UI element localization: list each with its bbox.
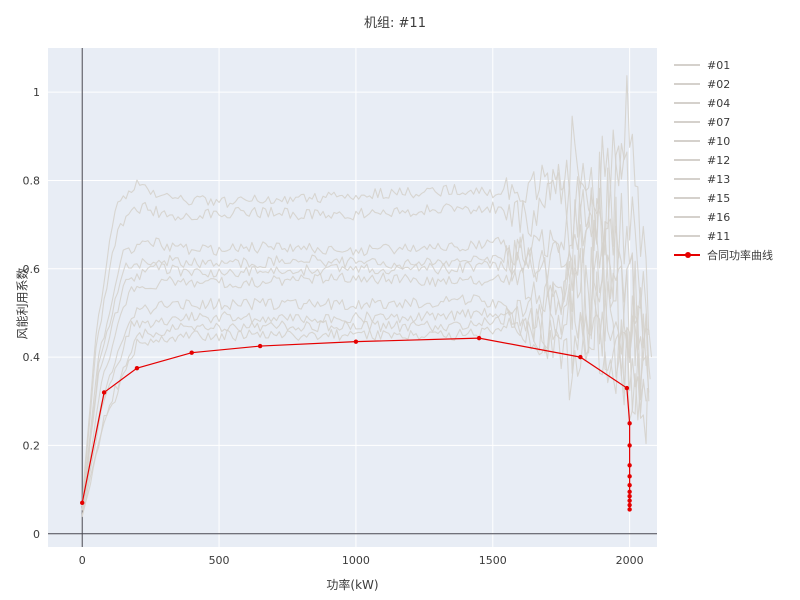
x-tick-label: 1000 bbox=[342, 554, 370, 567]
series-line-num16 bbox=[81, 271, 650, 516]
series-line-num02 bbox=[81, 75, 650, 507]
legend-swatch-line bbox=[674, 83, 700, 85]
contract-curve-marker bbox=[627, 474, 632, 479]
legend-item: #11 bbox=[674, 229, 773, 243]
legend-label: #15 bbox=[707, 191, 731, 205]
y-tick-label: 0.2 bbox=[23, 439, 41, 452]
legend-line-swatch bbox=[674, 191, 700, 205]
legend-swatch-line bbox=[674, 140, 700, 142]
y-tick-label: 0 bbox=[33, 528, 40, 541]
legend-label: #02 bbox=[707, 77, 731, 91]
legend: #01 #02 #04 #07 #10 #12 #13 #15 #16 #11 合同功率曲线 bbox=[674, 58, 773, 262]
series-line-num12 bbox=[81, 151, 648, 509]
legend-label: #10 bbox=[707, 134, 731, 148]
series-line-num04 bbox=[81, 167, 651, 505]
legend-label: #07 bbox=[707, 115, 731, 129]
legend-label: #01 bbox=[707, 58, 731, 72]
chart-title: 机组: #11 bbox=[364, 16, 426, 31]
legend-label: #11 bbox=[707, 229, 731, 243]
contract-curve-marker bbox=[134, 365, 140, 371]
x-tick-label: 0 bbox=[79, 554, 86, 567]
legend-item: #16 bbox=[674, 210, 773, 224]
y-tick-label: 1 bbox=[33, 86, 40, 99]
legend-line-swatch bbox=[674, 96, 700, 110]
legend-item: 合同功率曲线 bbox=[674, 248, 773, 262]
legend-line-dot-swatch bbox=[674, 248, 700, 262]
contract-curve-marker bbox=[476, 335, 482, 341]
contract-curve-marker bbox=[353, 339, 359, 344]
contract-curve-marker bbox=[627, 489, 632, 495]
contract-curve-marker bbox=[257, 343, 263, 349]
legend-item: #01 bbox=[674, 58, 773, 72]
x-tick-label: 2000 bbox=[616, 554, 644, 567]
legend-line-swatch bbox=[674, 58, 700, 72]
legend-swatch-line bbox=[674, 102, 700, 104]
legend-item: #04 bbox=[674, 96, 773, 110]
y-tick-label: 0.8 bbox=[23, 174, 41, 187]
y-axis-title: 风能利用系数 bbox=[15, 267, 30, 340]
contract-curve-marker bbox=[627, 482, 632, 488]
contract-curve-marker bbox=[624, 385, 630, 391]
legend-line-swatch bbox=[674, 172, 700, 186]
legend-label: 合同功率曲线 bbox=[707, 249, 773, 262]
legend-swatch-line bbox=[674, 64, 700, 66]
y-tick-label: 0.6 bbox=[23, 263, 41, 276]
x-axis-title: 功率(kW) bbox=[326, 578, 379, 592]
legend-line-swatch bbox=[674, 115, 700, 129]
legend-line-swatch bbox=[674, 153, 700, 167]
legend-item: #15 bbox=[674, 191, 773, 205]
y-tick-label: 0.4 bbox=[23, 351, 41, 364]
series-line-num13 bbox=[81, 248, 650, 511]
contract-curve-marker bbox=[578, 354, 583, 360]
legend-label: #13 bbox=[707, 172, 731, 186]
contract-curve-marker bbox=[627, 507, 632, 512]
legend-item: #07 bbox=[674, 115, 773, 129]
series-line-num01 bbox=[81, 129, 653, 506]
legend-swatch-line bbox=[674, 216, 700, 218]
x-tick-label: 1500 bbox=[479, 554, 507, 567]
legend-line-swatch bbox=[674, 229, 700, 243]
contract-curve-marker bbox=[627, 502, 632, 508]
legend-swatch-line bbox=[674, 197, 700, 199]
legend-swatch-dot bbox=[685, 252, 691, 258]
plot-background bbox=[48, 48, 657, 547]
legend-item: #10 bbox=[674, 134, 773, 148]
contract-curve-marker bbox=[627, 498, 632, 503]
legend-label: #12 bbox=[707, 153, 731, 167]
contract-curve-marker bbox=[189, 350, 194, 355]
x-tick-label: 500 bbox=[209, 554, 230, 567]
series-line-num10 bbox=[81, 192, 644, 511]
legend-item: #02 bbox=[674, 77, 773, 91]
legend-line-swatch bbox=[674, 77, 700, 91]
legend-swatch-line bbox=[674, 159, 700, 161]
legend-line-swatch bbox=[674, 134, 700, 148]
legend-label: #16 bbox=[707, 210, 731, 224]
legend-item: #12 bbox=[674, 153, 773, 167]
contract-curve-marker bbox=[627, 494, 632, 499]
contract-curve-marker bbox=[80, 500, 85, 506]
contract-curve-marker bbox=[627, 443, 632, 448]
legend-swatch-line bbox=[674, 235, 700, 237]
contract-curve-marker bbox=[627, 421, 632, 426]
legend-swatch-line bbox=[674, 178, 700, 180]
contract-curve-marker bbox=[627, 463, 632, 468]
legend-label: #04 bbox=[707, 96, 731, 110]
legend-swatch-line bbox=[674, 121, 700, 123]
contract-curve-marker bbox=[101, 390, 107, 395]
series-line-num11 bbox=[81, 246, 644, 517]
legend-line-swatch bbox=[674, 210, 700, 224]
legend-item: #13 bbox=[674, 172, 773, 186]
